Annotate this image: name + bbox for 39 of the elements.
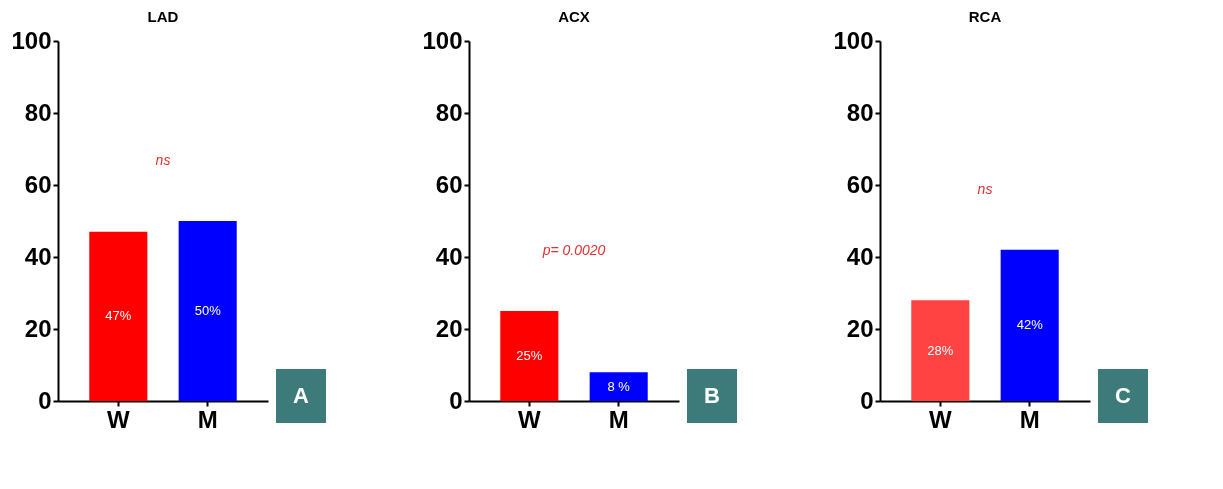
chart-title: LAD bbox=[147, 8, 179, 25]
y-tick-label: 20 bbox=[846, 314, 874, 342]
y-tick-label: 80 bbox=[846, 98, 874, 126]
x-tick-label: W bbox=[928, 405, 952, 433]
y-tick-label: 80 bbox=[24, 98, 52, 126]
text: A bbox=[293, 383, 310, 408]
text: C bbox=[1115, 383, 1132, 408]
chart-title: RCA bbox=[968, 8, 1002, 25]
chart-title: ACX bbox=[558, 8, 590, 25]
y-tick-label: 100 bbox=[11, 26, 52, 54]
annotation: p= 0.0020 bbox=[541, 242, 606, 258]
y-tick-label: 60 bbox=[435, 170, 463, 198]
y-tick-label: 40 bbox=[24, 242, 52, 270]
y-tick-label: 100 bbox=[422, 26, 463, 54]
text: B bbox=[704, 383, 720, 408]
y-tick-label: 60 bbox=[24, 170, 52, 198]
y-tick-label: 20 bbox=[435, 314, 463, 342]
data-label: 28% bbox=[927, 342, 954, 358]
data-label: 50% bbox=[194, 303, 222, 318]
x-tick-label: W bbox=[517, 405, 541, 433]
annotation: ns bbox=[155, 152, 171, 168]
x-tick-label: M bbox=[1019, 405, 1040, 433]
data-label: 42% bbox=[1016, 317, 1044, 333]
y-tick-label: 0 bbox=[449, 386, 463, 414]
y-tick-label: 80 bbox=[435, 98, 463, 126]
y-tick-label: 0 bbox=[38, 386, 52, 414]
y-tick-label: 20 bbox=[24, 314, 52, 342]
y-tick-label: 100 bbox=[833, 26, 874, 54]
x-tick-label: W bbox=[106, 405, 130, 433]
data-label: 8 % bbox=[607, 378, 631, 394]
annotation: ns bbox=[977, 180, 993, 197]
x-tick-label: M bbox=[608, 405, 629, 433]
data-label: 25% bbox=[516, 348, 543, 363]
y-tick-label: 40 bbox=[435, 242, 463, 270]
y-tick-label: 0 bbox=[860, 386, 874, 414]
y-tick-label: 40 bbox=[846, 242, 874, 270]
data-label: 47% bbox=[105, 308, 132, 324]
y-tick-label: 60 bbox=[846, 170, 874, 198]
x-tick-label: M bbox=[197, 405, 218, 433]
